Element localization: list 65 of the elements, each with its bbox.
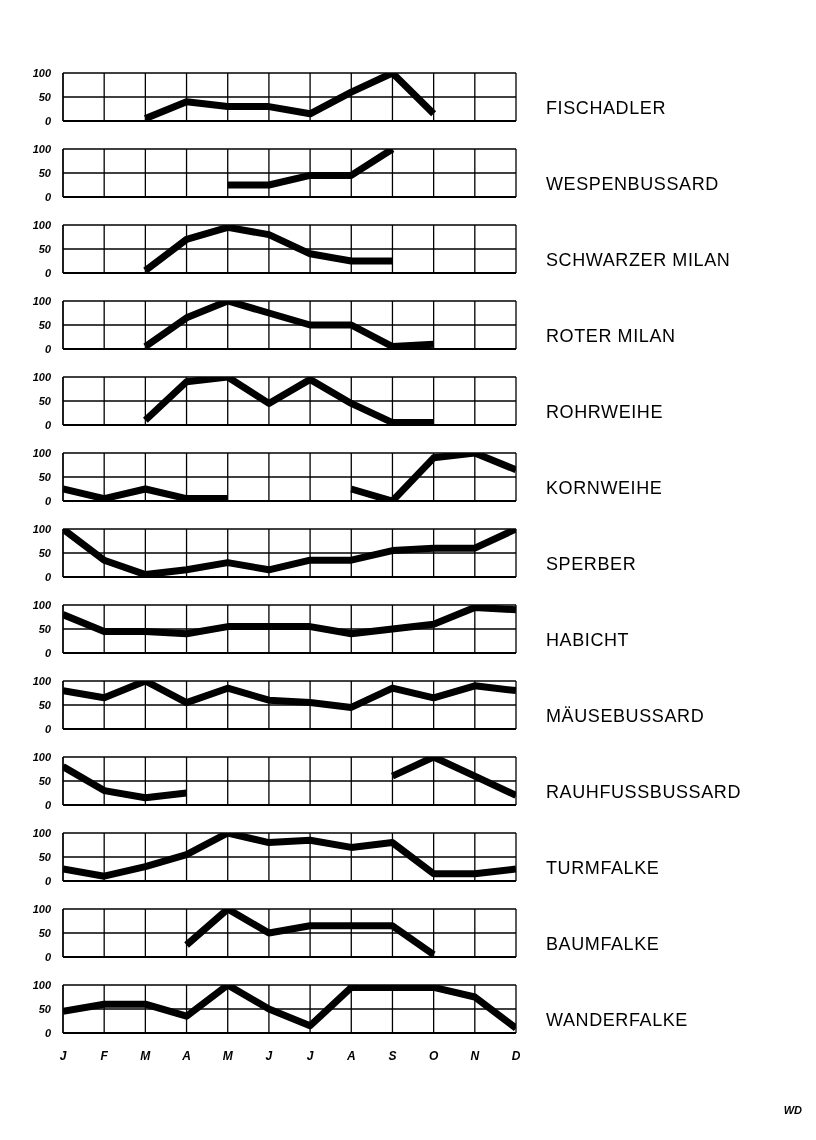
x-tick-label: O (428, 1048, 439, 1063)
y-tick-label: 0 (44, 646, 52, 659)
y-tick-label: 100 (32, 218, 52, 231)
y-tick-label: 50 (38, 394, 52, 407)
y-tick-label: 100 (32, 294, 52, 307)
text: WD (783, 1104, 802, 1116)
x-tick-label: J (306, 1048, 314, 1063)
y-tick-label: 0 (44, 1026, 52, 1039)
y-tick-label: 0 (44, 418, 52, 431)
x-tick-label: J (265, 1048, 273, 1063)
y-tick-label: 100 (32, 598, 52, 611)
x-tick-label: M (140, 1048, 152, 1063)
text: BAUMFALKE (546, 934, 660, 954)
y-tick-label: 50 (38, 926, 52, 939)
y-tick-label: 100 (32, 826, 52, 839)
x-tick-label: M (222, 1048, 234, 1063)
x-tick-label: F (100, 1048, 109, 1063)
y-tick-label: 0 (44, 570, 52, 583)
x-tick-label: A (345, 1048, 356, 1063)
series-label: KORNWEIHE (546, 478, 663, 498)
y-tick-label: 100 (32, 142, 52, 155)
series-label: MÄUSEBUSSARD (546, 706, 705, 726)
y-tick-label: 0 (44, 190, 52, 203)
y-tick-label: 50 (38, 850, 52, 863)
y-tick-label: 0 (44, 874, 52, 887)
series-label: RAUHFUSSBUSSARD (546, 782, 742, 802)
y-tick-label: 50 (38, 470, 52, 483)
x-tick-label: J (59, 1048, 67, 1063)
text: HABICHT (546, 630, 630, 650)
y-tick-label: 50 (38, 546, 52, 559)
y-tick-label: 50 (38, 622, 52, 635)
text: ROHRWEIHE (546, 402, 664, 422)
y-tick-label: 50 (38, 774, 52, 787)
x-tick-label: D (511, 1048, 521, 1063)
y-tick-label: 100 (32, 66, 52, 79)
x-tick-label: S (388, 1048, 397, 1063)
x-tick-label: A (181, 1048, 191, 1063)
series-label: TURMFALKE (546, 858, 660, 878)
y-tick-label: 50 (38, 242, 52, 255)
x-tick-label: N (470, 1048, 480, 1063)
y-tick-label: 50 (38, 318, 52, 331)
text: WESPENBUSSARD (546, 174, 719, 194)
y-tick-label: 100 (32, 446, 52, 459)
y-tick-label: 0 (44, 266, 52, 279)
text: ROTER MILAN (546, 326, 676, 346)
text: SCHWARZER MILAN (546, 250, 731, 270)
y-tick-label: 50 (38, 1002, 52, 1015)
y-tick-label: 0 (44, 342, 52, 355)
y-tick-label: 50 (38, 698, 52, 711)
y-tick-label: 100 (32, 902, 52, 915)
y-tick-label: 0 (44, 494, 52, 507)
text: SPERBER (546, 554, 637, 574)
y-tick-label: 50 (38, 90, 52, 103)
y-tick-label: 0 (44, 114, 52, 127)
y-tick-label: 100 (32, 978, 52, 991)
y-tick-label: 100 (32, 750, 52, 763)
y-tick-label: 0 (44, 950, 52, 963)
text: FISCHADLER (546, 98, 667, 118)
y-tick-label: 50 (38, 166, 52, 179)
y-tick-label: 0 (44, 798, 52, 811)
y-tick-label: 0 (44, 722, 52, 735)
y-tick-label: 100 (32, 370, 52, 383)
series-label: WANDERFALKE (546, 1010, 688, 1030)
y-tick-label: 100 (32, 522, 52, 535)
y-tick-label: 100 (32, 674, 52, 687)
